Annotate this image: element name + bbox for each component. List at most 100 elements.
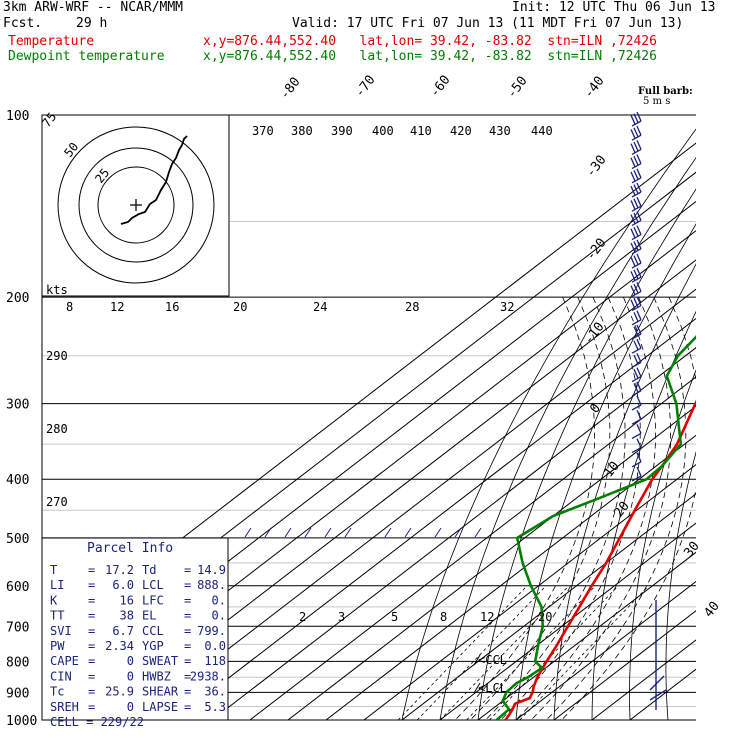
hodograph-ring <box>78 147 194 263</box>
parcel-info-row: CIN = 0 HWBZ =2938. <box>50 669 226 683</box>
mixing-ratio-label: 3 <box>338 610 345 624</box>
pressure-label-400: 400 <box>6 473 29 488</box>
dewpoint-location: x,y=876.44,552.40 lat,lon= 39.42, -83.82… <box>203 49 657 64</box>
level-marker-tick <box>473 682 481 694</box>
parcel-value: 2938. <box>190 669 226 683</box>
parcel-eq: = <box>88 639 95 653</box>
isobar-wind-tick <box>384 527 392 538</box>
parcel-key: K <box>50 593 58 607</box>
hodograph-speed-label: 12 <box>110 300 124 314</box>
isotherm-line <box>287 405 696 720</box>
parcel-info-box <box>41 537 229 721</box>
parcel-eq: = <box>184 639 191 653</box>
wind-barb <box>630 168 642 184</box>
parcel-eq: = <box>184 669 191 683</box>
parcel-info-text: Parcel Info T = 17.2 Td = 14.9 LI = 6.0 LCL = 888. K =… <box>50 541 226 729</box>
isotherm-line <box>249 376 696 720</box>
level-marker-tick <box>473 654 481 666</box>
pressure-label-1000: 1000 <box>6 714 37 729</box>
pressure-label-900: 900 <box>6 686 29 701</box>
isotherm-label: -70 <box>352 73 378 101</box>
moist-adiabat <box>485 296 626 720</box>
temperature-location: x,y=876.44,552.40 lat,lon= 39.42, -83.82… <box>203 34 657 49</box>
parcel-value: 888. <box>197 578 226 592</box>
mixing-ratio-label: 20 <box>538 610 552 624</box>
parcel-eq: = <box>184 700 191 714</box>
wind-barb <box>630 154 642 170</box>
parcel-value: 16 <box>120 593 134 607</box>
dewpoint-profile <box>495 335 696 720</box>
mixing-ratio-line <box>466 585 596 720</box>
isobar-wind-tick <box>434 527 442 538</box>
parcel-key: TT <box>50 609 64 623</box>
level-marker-ccl: <CCL <box>478 653 507 667</box>
parcel-key: LI <box>50 578 64 592</box>
moist-adiabat <box>545 296 687 720</box>
isotherm-label: -50 <box>504 74 530 102</box>
parcel-value: 118 <box>204 654 226 668</box>
hodograph-speed-label: 16 <box>165 300 179 314</box>
parcel-key: CIN <box>50 669 72 683</box>
parcel-value: 0 <box>127 669 134 683</box>
barb-legend-unit: 5 m s <box>643 96 670 107</box>
isobar-wind-tick <box>284 527 292 538</box>
theta-left-label: 270 <box>46 495 68 509</box>
wind-barb <box>630 196 642 212</box>
parcel-info-frame <box>41 537 229 721</box>
theta-left-label: 280 <box>46 422 68 436</box>
low-level-wind-barbs <box>649 600 667 710</box>
wind-barb <box>630 140 642 155</box>
wind-barb <box>631 424 642 439</box>
dry-adiabat <box>701 115 740 733</box>
mixing-ratio-line <box>416 585 547 720</box>
wind-barb <box>630 225 642 241</box>
dry-adiabat <box>401 128 696 720</box>
wind-barb <box>631 338 642 354</box>
level-marker-lcl: <LCL <box>478 681 507 695</box>
parcel-key: SVI <box>50 624 72 638</box>
mixing-ratio-label: 12 <box>480 610 494 624</box>
parcel-value: 0.0 <box>204 639 226 653</box>
parcel-info-row: Tc = 25.9 SHEAR = 36. <box>50 685 226 699</box>
wind-barbs <box>244 111 667 710</box>
moist-adiabat <box>469 296 611 720</box>
pressure-label-500: 500 <box>6 532 29 547</box>
hodograph-origin-marker <box>130 199 142 211</box>
theta-label: 370 <box>252 124 274 138</box>
mixing-ratio-line <box>489 585 619 720</box>
isotherm-line <box>553 610 696 720</box>
mixing-ratio-line <box>439 585 570 720</box>
wind-barb <box>631 310 642 326</box>
dry-adiabat <box>477 188 696 720</box>
temperature-profile <box>504 399 696 720</box>
isotherm-label: 40 <box>701 599 722 621</box>
parcel-info-row: SREH = 0 LAPSE = 5.3 <box>50 700 226 714</box>
theta-label: 430 <box>489 124 511 138</box>
parcel-value: 0. <box>212 593 226 607</box>
pressure-label-200: 200 <box>6 291 29 306</box>
barb-legend-title: Full barb: <box>638 86 693 97</box>
parcel-eq: = <box>88 609 95 623</box>
parcel-value: 2.34 <box>105 639 134 653</box>
hodograph-speed-label: 8 <box>66 300 73 314</box>
parcel-info-title: Parcel Info <box>87 541 173 556</box>
parcel-eq: = <box>88 685 95 699</box>
dry-adiabat <box>736 115 740 733</box>
wind-barb <box>631 466 642 482</box>
wind-barb <box>631 381 642 397</box>
moist-adiabat <box>500 296 641 720</box>
mixing-ratio-label: 5 <box>391 610 398 624</box>
parcel-key: Tc <box>50 685 64 699</box>
parcel-value: 14.9 <box>197 563 226 577</box>
parcel-eq: = <box>88 593 95 607</box>
parcel-key: CAPE <box>50 654 79 668</box>
pressure-label-300: 300 <box>6 398 29 413</box>
isotherm-line <box>477 551 696 720</box>
pressure-label-600: 600 <box>6 580 29 595</box>
model-title: 3km ARW-WRF -- NCAR/MMM <box>3 0 184 15</box>
hodograph-speed-label: 28 <box>405 300 419 314</box>
wind-barb <box>630 125 642 141</box>
